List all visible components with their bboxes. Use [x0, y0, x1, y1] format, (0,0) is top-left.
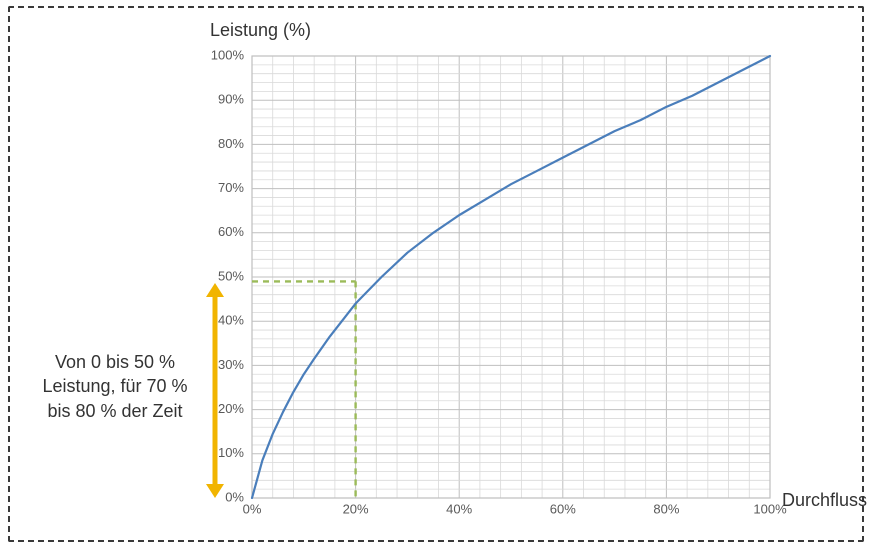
y-tick-label: 40% — [218, 313, 244, 328]
range-arrow-head-top — [206, 283, 224, 297]
y-tick-label: 10% — [218, 445, 244, 460]
y-tick-label: 30% — [218, 357, 244, 372]
x-tick-label: 40% — [446, 502, 472, 517]
range-arrow-head-bottom — [206, 484, 224, 498]
y-tick-label: 70% — [218, 180, 244, 195]
y-tick-label: 100% — [211, 47, 245, 62]
y-tick-label: 20% — [218, 401, 244, 416]
y-tick-label: 50% — [218, 268, 244, 283]
y-tick-label: 80% — [218, 136, 244, 151]
y-tick-label: 90% — [218, 92, 244, 107]
y-tick-label: 0% — [225, 489, 244, 504]
y-tick-label: 60% — [218, 224, 244, 239]
chart: 0% 10% 20% 30% 40% 50% 60% 70% 80% 90% 100% 0% 20% 40… — [0, 0, 872, 548]
x-tick-label: 100% — [753, 502, 787, 517]
x-tick-label: 20% — [343, 502, 369, 517]
x-tick-label: 0% — [243, 502, 262, 517]
x-tick-label: 60% — [550, 502, 576, 517]
x-tick-label: 80% — [653, 502, 679, 517]
